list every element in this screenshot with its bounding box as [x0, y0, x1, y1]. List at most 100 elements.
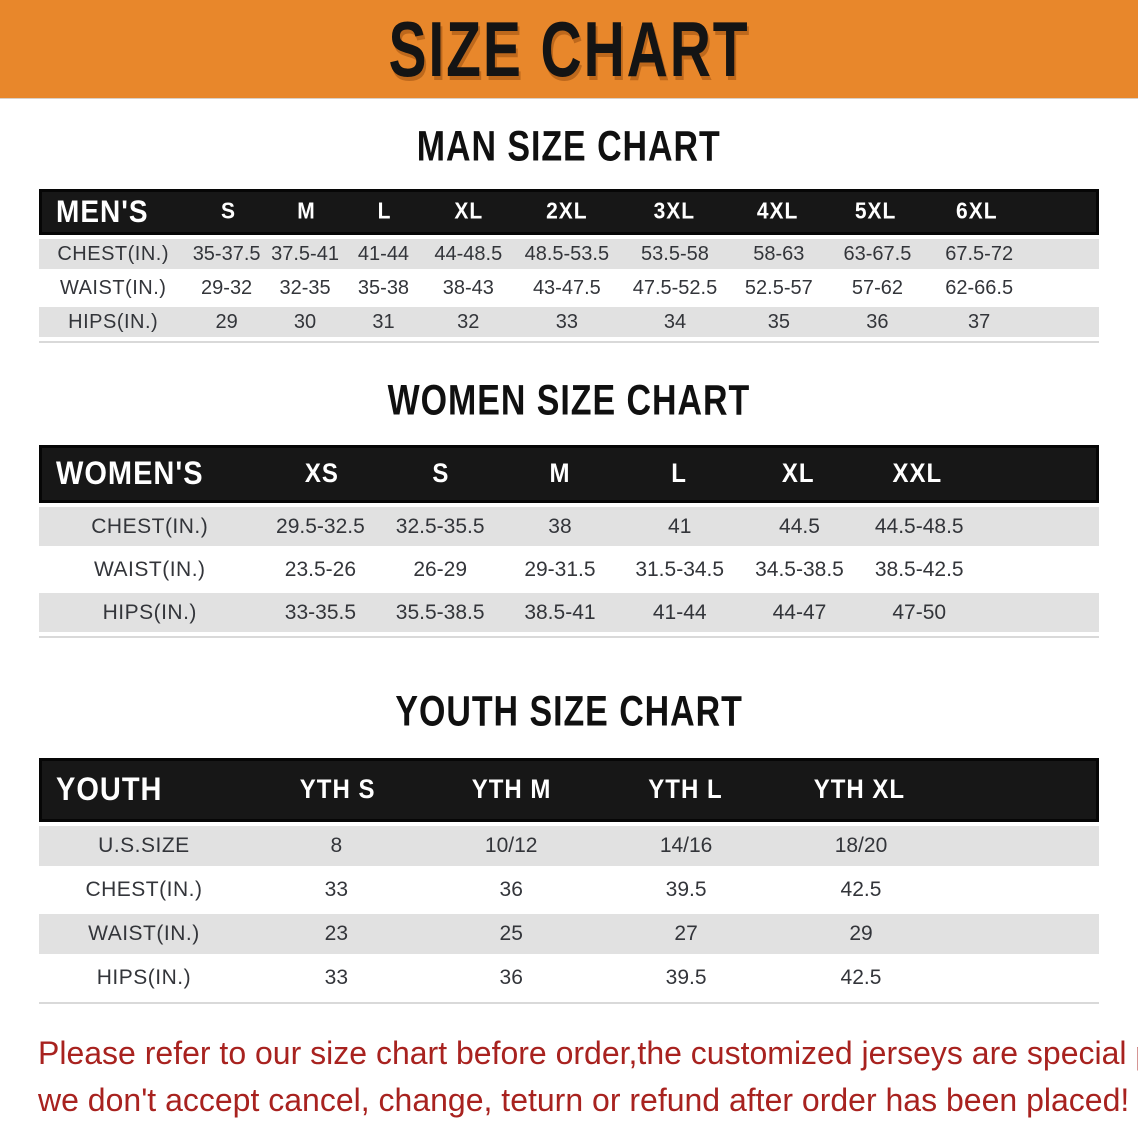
cell: 44-47: [739, 593, 860, 632]
table-row: CHEST(IN.) 29.5-32.5 32.5-35.5 38 41 44.5 44.5…: [39, 507, 1099, 546]
column-header: XL: [454, 198, 484, 225]
cell: 63-67.5: [827, 239, 928, 269]
table-group-label: YOUTH: [56, 771, 163, 808]
cell: 52.5-57: [730, 273, 828, 303]
cell: 41-44: [344, 239, 423, 269]
cell: 33: [513, 307, 620, 337]
cell: 29: [187, 307, 266, 337]
column-header: 6XL: [956, 198, 998, 225]
cell: 42.5: [773, 870, 949, 910]
column-header: YTH XL: [813, 774, 906, 805]
cell: 29.5-32.5: [260, 507, 381, 546]
cell: 29-31.5: [500, 550, 620, 589]
cell: 33-35.5: [260, 593, 381, 632]
cell: 41: [619, 507, 740, 546]
cell: 44.5: [739, 507, 860, 546]
row-label: CHEST(IN.): [39, 870, 249, 910]
note-line-1: Please refer to our size chart before or…: [38, 1035, 1138, 1071]
row-label: U.S.SIZE: [39, 826, 249, 866]
table-row: U.S.SIZE 8 10/12 14/16 18/20: [39, 826, 1099, 866]
row-label: HIPS(IN.): [39, 307, 188, 337]
row-filler: [979, 507, 1099, 546]
column-header: L: [377, 198, 392, 225]
cell: 47-50: [859, 593, 980, 632]
row-label: CHEST(IN.): [39, 239, 188, 269]
cell: 38-43: [422, 273, 514, 303]
table-row: WAIST(IN.) 29-32 32-35 35-38 38-43 43-47.5 47.…: [39, 273, 1099, 303]
row-filler: [948, 914, 1099, 954]
women-size-table: WOMEN'S XS S M L XL XXL CHEST(IN.) 29.5-32.5 32.5…: [39, 445, 1099, 638]
cell: 35-37.5: [187, 239, 266, 269]
column-header: XXL: [892, 458, 943, 489]
table-row: HIPS(IN.) 33-35.5 35.5-38.5 38.5-41 41-44 44-…: [39, 593, 1099, 632]
row-label: WAIST(IN.): [39, 273, 188, 303]
women-section-heading-text: WOMEN SIZE CHART: [387, 376, 751, 425]
row-label: HIPS(IN.): [39, 958, 249, 998]
table-row: WAIST(IN.) 23 25 27 29: [39, 914, 1099, 954]
cell: 23: [248, 914, 424, 954]
row-filler: [979, 550, 1099, 589]
table-group-label: WOMEN'S: [56, 455, 204, 492]
page-title: SIZE CHART: [388, 5, 750, 93]
size-table-body: U.S.SIZE 8 10/12 14/16 18/20 CHEST(IN.) 33 36 39…: [39, 822, 1099, 1002]
cell: 39.5: [598, 870, 774, 910]
cell: 26-29: [380, 550, 501, 589]
cell: 67.5-72: [927, 239, 1032, 269]
cell: 42.5: [773, 958, 949, 998]
column-header: M: [297, 198, 316, 225]
cell: 30: [265, 307, 345, 337]
cell: 38: [500, 507, 620, 546]
cell: 31.5-34.5: [619, 550, 740, 589]
cell: 36: [423, 958, 599, 998]
cell: 18/20: [773, 826, 949, 866]
cell: 34: [619, 307, 731, 337]
table-header-row: MEN'S S M L XL 2XL 3XL 4XL 5XL 6XL: [39, 189, 1099, 235]
man-section-heading: MAN SIZE CHART: [39, 123, 1099, 171]
column-header: 5XL: [854, 198, 897, 225]
cell: 37: [927, 307, 1032, 337]
row-filler: [1031, 307, 1099, 337]
row-label: HIPS(IN.): [39, 593, 261, 632]
row-filler: [1031, 239, 1099, 269]
women-section-heading: WOMEN SIZE CHART: [39, 377, 1099, 425]
table-row: CHEST(IN.) 35-37.5 37.5-41 41-44 44-48.5 48.5…: [39, 239, 1099, 269]
cell: 27: [598, 914, 774, 954]
note-line-2: we don't accept cancel, change, teturn o…: [38, 1082, 1130, 1118]
size-table-body: CHEST(IN.) 29.5-32.5 32.5-35.5 38 41 44.5 44.5…: [39, 503, 1099, 636]
table-row: HIPS(IN.) 33 36 39.5 42.5: [39, 958, 1099, 998]
column-header: 2XL: [546, 198, 588, 225]
column-header: XS: [304, 458, 339, 489]
column-header: YTH S: [299, 774, 376, 805]
cell: 33: [248, 870, 424, 910]
cell: 23.5-26: [260, 550, 381, 589]
cell: 58-63: [730, 239, 828, 269]
table-row: CHEST(IN.) 33 36 39.5 42.5: [39, 870, 1099, 910]
cell: 36: [423, 870, 599, 910]
table-group-label: MEN'S: [56, 194, 149, 229]
cell: 34.5-38.5: [739, 550, 860, 589]
column-header: S: [221, 198, 237, 225]
cell: 35-38: [344, 273, 423, 303]
cell: 37.5-41: [265, 239, 345, 269]
men-size-table: MEN'S S M L XL 2XL 3XL 4XL 5XL 6XL CHEST(IN.) 35-37…: [39, 189, 1099, 343]
cell: 43-47.5: [513, 273, 620, 303]
column-header: 3XL: [653, 198, 696, 225]
cell: 31: [344, 307, 423, 337]
cell: 35.5-38.5: [380, 593, 501, 632]
row-filler: [979, 593, 1099, 632]
cell: 38.5-42.5: [859, 550, 980, 589]
banner: SIZE CHART: [0, 0, 1138, 99]
cell: 44.5-48.5: [859, 507, 980, 546]
cell: 62-66.5: [927, 273, 1032, 303]
cell: 47.5-52.5: [619, 273, 731, 303]
cell: 39.5: [598, 958, 774, 998]
youth-size-chart-section: YOUTH SIZE CHART YOUTH YTH S YTH M YTH L YTH…: [39, 688, 1099, 1004]
column-header: 4XL: [756, 198, 799, 225]
row-filler: [948, 958, 1099, 998]
column-header: YTH M: [471, 774, 552, 805]
cell: 32-35: [265, 273, 345, 303]
row-filler: [948, 870, 1099, 910]
cell: 29-32: [187, 273, 266, 303]
youth-size-table: YOUTH YTH S YTH M YTH L YTH XL U.S.SIZE 8 10/12…: [39, 758, 1099, 1004]
